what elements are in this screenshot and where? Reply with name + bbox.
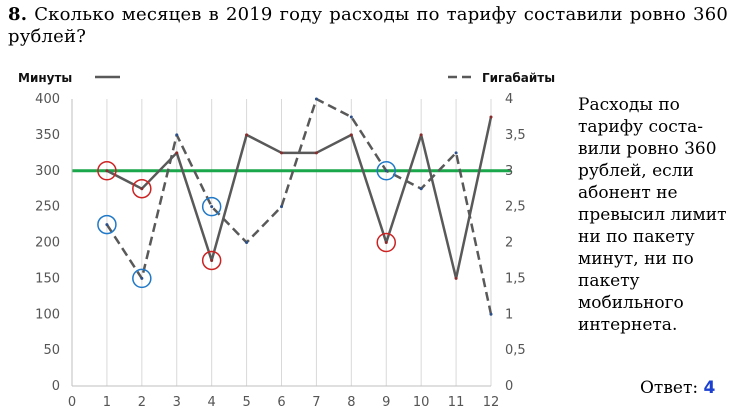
minutes-point — [419, 133, 423, 137]
gigabytes-point — [245, 241, 249, 244]
question-text: 8. Сколько месяцев в 2019 году расходы п… — [8, 4, 728, 48]
y-left-tick-label: 400 — [35, 92, 60, 107]
y-left-tick-label: 300 — [35, 164, 60, 179]
y-right-tick-label: 0,5 — [505, 343, 526, 358]
chart-grid — [106, 99, 492, 386]
gigabytes-point — [105, 223, 109, 227]
minutes-point — [210, 258, 214, 262]
gigabytes-highlight-circle — [132, 268, 152, 289]
chart-legend: Минуты Гигабайты — [18, 71, 555, 85]
answer: Ответ: 4 — [640, 378, 715, 398]
legend-label-minutes: Минуты — [18, 71, 72, 85]
x-tick-label: 9 — [382, 395, 390, 410]
y-right-tick-label: 1 — [505, 307, 513, 322]
gigabytes-point — [454, 151, 458, 155]
y-left-tick-label: 250 — [35, 200, 60, 215]
x-tick-label: 6 — [277, 395, 285, 410]
gigabytes-point — [419, 187, 423, 191]
y-left-tick-label: 100 — [35, 307, 60, 322]
y-right-tick-label: 3,5 — [505, 128, 526, 143]
gigabytes-point — [175, 133, 179, 137]
x-tick-label: 8 — [347, 395, 355, 410]
series-line-gigabytes — [105, 97, 493, 315]
x-tick-label: 0 — [68, 395, 76, 410]
minutes-point — [105, 169, 109, 173]
y-left-tick-label: 350 — [35, 128, 60, 143]
x-tick-label: 2 — [138, 395, 146, 410]
minutes-point — [140, 187, 144, 191]
minutes-point — [489, 115, 493, 119]
minutes-point — [175, 151, 179, 155]
series-line-minutes — [106, 116, 493, 280]
x-tick-label: 12 — [483, 395, 500, 410]
gigabytes-highlight-circle — [97, 214, 117, 235]
minutes-point — [245, 133, 249, 137]
question-number: 8. — [8, 4, 28, 25]
y-right-tick-label: 1,5 — [505, 271, 526, 286]
x-tick-label: 7 — [312, 395, 320, 410]
y-left-tick-label: 50 — [43, 343, 60, 358]
minutes-point — [280, 151, 283, 155]
minutes-point — [384, 241, 388, 244]
gigabytes-point — [314, 97, 318, 101]
x-tick-label: 5 — [242, 395, 250, 410]
question-body: Сколько месяцев в 2019 году расходы по т… — [8, 4, 729, 47]
gigabytes-point — [280, 205, 283, 209]
minutes-point — [349, 133, 353, 137]
gigabytes-point — [349, 115, 353, 119]
minutes-highlight-circle — [376, 232, 396, 253]
minutes-highlight-circle — [201, 250, 222, 271]
y-right-tick-label: 0 — [505, 379, 513, 394]
y-right-tick-label: 2,5 — [505, 200, 526, 215]
x-tick-label: 10 — [413, 395, 430, 410]
series-group — [105, 97, 493, 316]
legend-label-gigabytes: Гигабайты — [482, 71, 555, 85]
gigabytes-highlight-circle — [376, 161, 396, 181]
gigabytes-point — [140, 276, 144, 280]
chart-axes: 0 1 2 3 4 5 6 7 8 9 10 11 12050100150200250300350400… — [35, 92, 526, 410]
answer-value: 4 — [703, 378, 716, 398]
gigabytes-point — [210, 205, 214, 209]
gigabytes-point — [489, 312, 493, 316]
x-tick-label: 11 — [448, 395, 465, 410]
y-left-tick-label: 200 — [35, 236, 60, 251]
answer-label: Ответ: — [640, 378, 699, 398]
y-left-tick-label: 0 — [52, 379, 60, 394]
highlight-markers — [97, 161, 396, 289]
minutes-point — [454, 276, 458, 280]
x-tick-label: 1 — [103, 395, 111, 410]
gigabytes-point — [384, 169, 388, 173]
y-right-tick-label: 3 — [505, 164, 513, 179]
gigabytes-highlight-circle — [201, 196, 222, 217]
minutes-highlight-circle — [132, 178, 152, 199]
explanation-text: Расходы по тарифу состa-вили ровно 360 р… — [578, 95, 727, 335]
x-tick-label: 3 — [173, 395, 181, 410]
minutes-point — [314, 151, 318, 155]
x-tick-label: 4 — [208, 395, 216, 410]
y-left-tick-label: 150 — [35, 271, 60, 286]
question: 8. Сколько месяцев в 2019 году расходы п… — [8, 4, 728, 48]
minutes-highlight-circle — [97, 161, 117, 181]
y-right-tick-label: 2 — [505, 236, 513, 251]
y-right-tick-label: 4 — [505, 92, 513, 107]
